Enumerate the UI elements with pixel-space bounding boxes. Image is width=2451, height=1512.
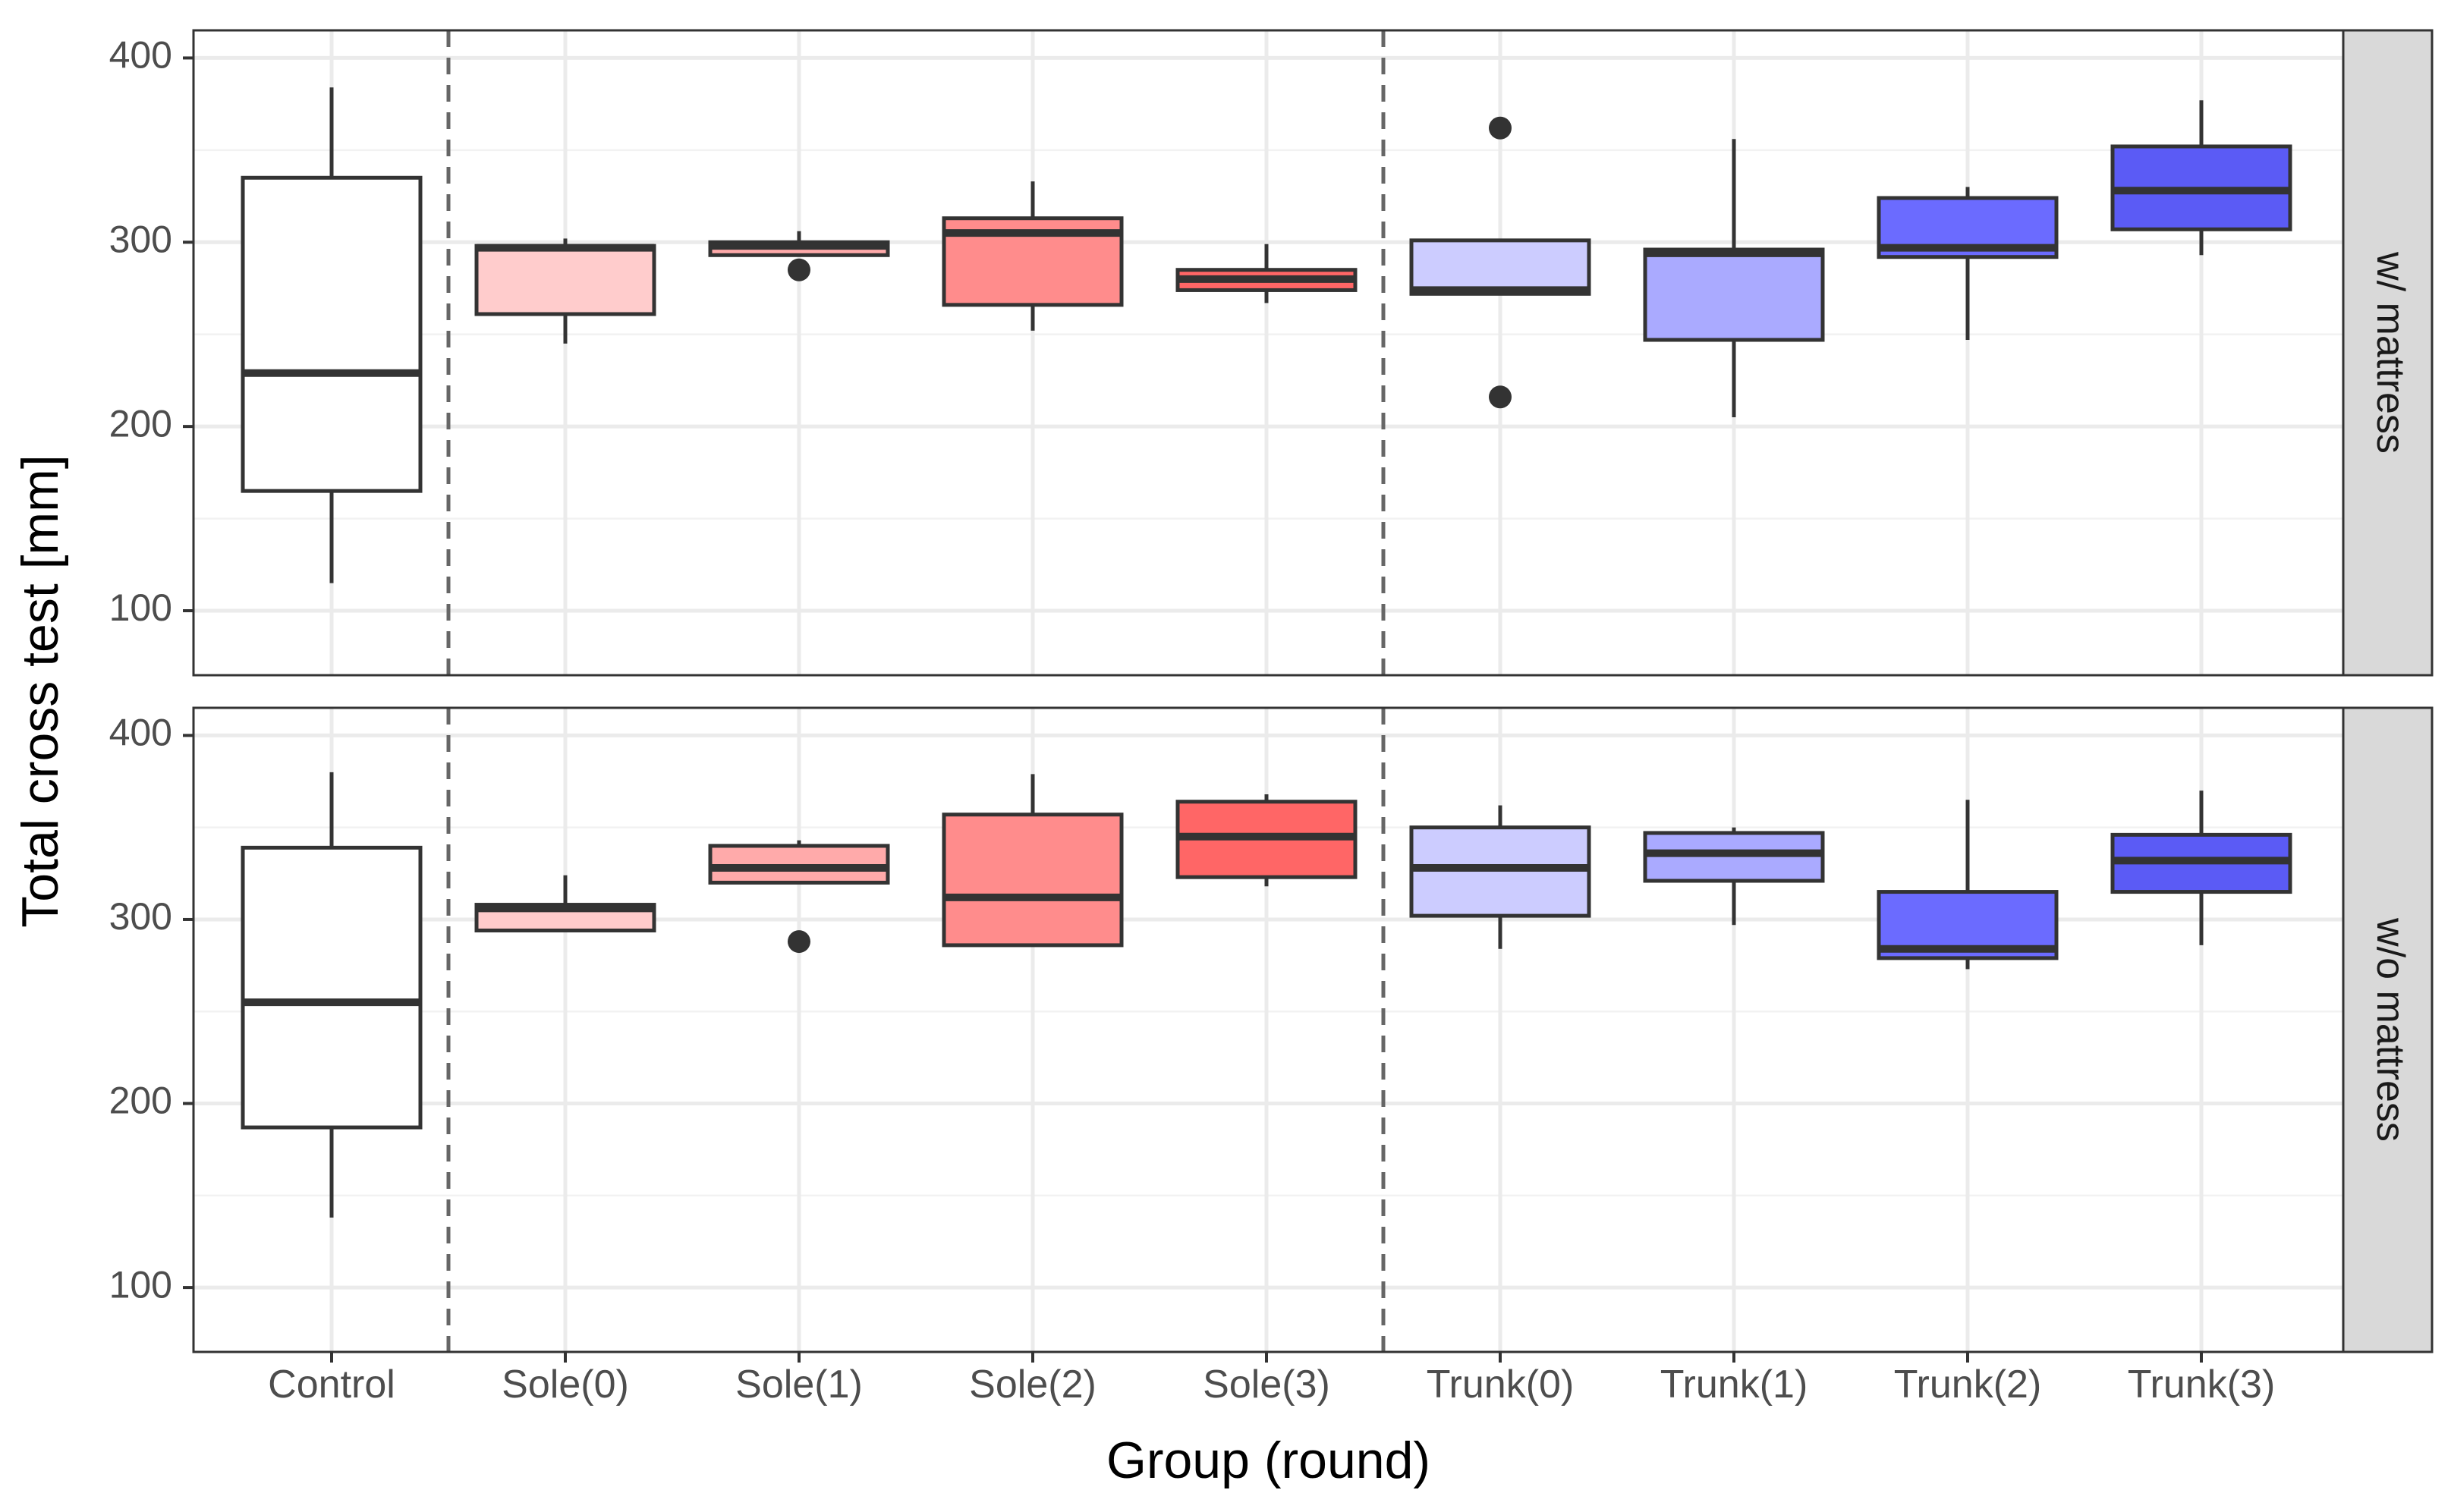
box-body bbox=[474, 244, 656, 316]
box-sole3 bbox=[1175, 794, 1358, 887]
box-sole3 bbox=[1175, 244, 1358, 303]
box-trunk0 bbox=[1409, 116, 1591, 409]
box-trunk0 bbox=[1409, 805, 1591, 949]
box-trunk2 bbox=[1877, 800, 2059, 970]
box-trunk1 bbox=[1643, 827, 1825, 926]
facet-strip-label: w/ mattress bbox=[2368, 251, 2412, 454]
box-sole2 bbox=[942, 181, 1124, 331]
x-tick-label: Control bbox=[268, 1363, 395, 1407]
x-tick-label: Trunk(2) bbox=[1894, 1363, 2042, 1407]
box-body bbox=[1643, 247, 1825, 342]
box-control bbox=[241, 87, 423, 583]
box-body bbox=[241, 175, 423, 493]
y-axis-title: Total cross test [mm] bbox=[11, 454, 69, 927]
y-tick-label: 300 bbox=[109, 218, 172, 260]
y-tick-label: 100 bbox=[109, 586, 172, 629]
y-tick-label: 200 bbox=[109, 1080, 172, 1122]
facet-strip bbox=[2342, 706, 2434, 1353]
box-body bbox=[241, 845, 423, 1130]
panel-with-mattress: w/ mattress 100 200 300 400 bbox=[109, 29, 2434, 677]
y-tick-label: 100 bbox=[109, 1263, 172, 1306]
box-sole2 bbox=[942, 774, 1124, 948]
box-sole0 bbox=[474, 238, 656, 344]
outlier-point bbox=[788, 258, 810, 281]
y-tick-label: 300 bbox=[109, 895, 172, 938]
box-trunk1 bbox=[1643, 139, 1825, 417]
outlier-point bbox=[1489, 385, 1512, 409]
facet-strip-label: w/o mattress bbox=[2368, 917, 2412, 1142]
x-tick-label: Sole(1) bbox=[735, 1363, 863, 1407]
y-tick-label: 400 bbox=[109, 34, 172, 77]
box-sole1 bbox=[708, 840, 890, 954]
x-tick-label: Trunk(0) bbox=[1427, 1363, 1575, 1407]
x-tick-label: Sole(0) bbox=[502, 1363, 629, 1407]
x-tick-label: Trunk(1) bbox=[1660, 1363, 1808, 1407]
x-tick-label: Trunk(3) bbox=[2128, 1363, 2276, 1407]
box-trunk3 bbox=[2110, 100, 2292, 256]
box-body bbox=[1409, 238, 1591, 296]
panel-without-mattress: w/o mattress 100 200 300 400 bbox=[109, 706, 2434, 1353]
box-trunk3 bbox=[2110, 791, 2292, 945]
facet-strip bbox=[2342, 29, 2434, 677]
x-axis-title: Group (round) bbox=[1106, 1432, 1430, 1489]
box-control bbox=[241, 772, 423, 1218]
box-trunk2 bbox=[1877, 187, 2059, 340]
outlier-point bbox=[1489, 116, 1512, 140]
x-tick-label: Sole(2) bbox=[969, 1363, 1096, 1407]
x-tick-label: Sole(3) bbox=[1203, 1363, 1330, 1407]
box-body bbox=[942, 813, 1124, 948]
box-sole0 bbox=[474, 875, 656, 933]
y-tick-label: 400 bbox=[109, 712, 172, 754]
outlier-point bbox=[788, 930, 810, 954]
box-sole1 bbox=[708, 231, 890, 281]
y-tick-label: 200 bbox=[109, 402, 172, 445]
